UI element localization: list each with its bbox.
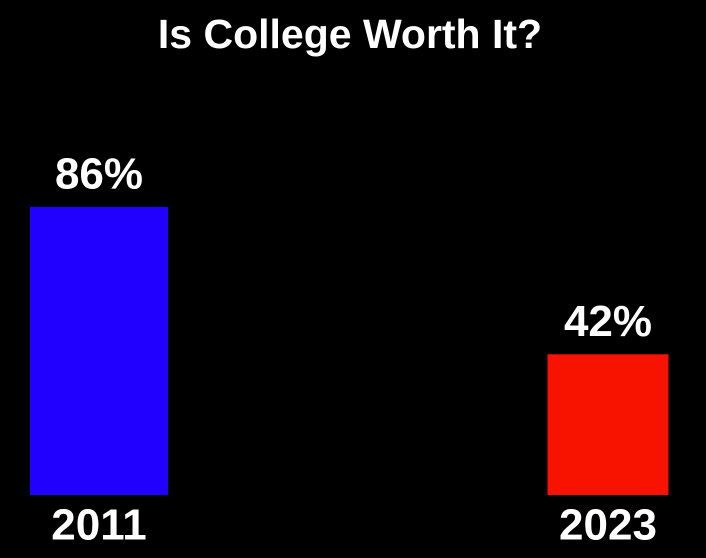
x-tick-label: 2023 xyxy=(559,501,657,550)
chart-title: Is College Worth It? xyxy=(158,11,542,57)
value-label: 42% xyxy=(564,297,652,346)
bar xyxy=(30,206,168,495)
x-tick-label: 2011 xyxy=(51,501,146,550)
value-label: 86% xyxy=(55,150,143,199)
bar xyxy=(547,354,669,495)
